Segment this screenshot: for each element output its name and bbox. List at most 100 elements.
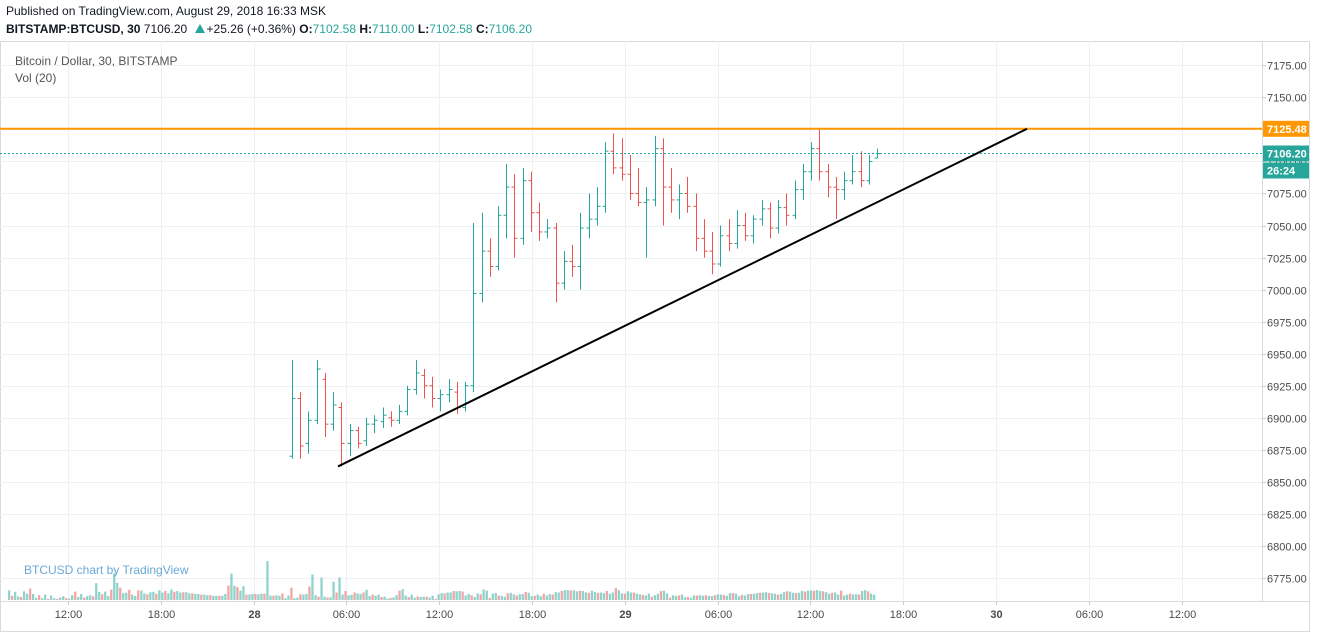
volume-bar (761, 592, 765, 600)
volume-bar (248, 594, 251, 600)
volume-bar (617, 590, 620, 600)
volume-bar (837, 594, 840, 600)
volume-bar (632, 592, 635, 600)
ohlc-bar (569, 244, 576, 277)
volume-bar (443, 593, 446, 600)
volume-bar (368, 596, 371, 600)
ohlc-bar (479, 212, 486, 303)
volume-bar (587, 592, 590, 600)
ohlc-bar (338, 402, 345, 467)
pane-title: Bitcoin / Dollar, 30, BITSTAMP (15, 54, 178, 68)
ohlc-bar (709, 231, 716, 275)
volume-bar (413, 597, 416, 600)
last-price-text: 7106.20 (143, 22, 188, 36)
volume-bar (53, 598, 56, 600)
close-value: 7106.20 (488, 22, 532, 36)
volume-bar (245, 594, 248, 600)
volume-bar (596, 592, 599, 600)
volume-bar (266, 561, 269, 600)
volume-bar (692, 595, 696, 600)
volume-bar (797, 592, 801, 600)
volume-bar (840, 590, 843, 600)
volume-bar (605, 591, 608, 600)
volume-bar (215, 595, 218, 600)
price-tick-label: 6825.00 (1267, 510, 1307, 522)
volume-bar (518, 594, 521, 600)
time-axis[interactable]: 12:00 18:00 28 06:00 12:00 18:00 29 06:00 12:00 1… (55, 601, 1197, 621)
volume-bar (167, 593, 170, 601)
price-chart[interactable]: 6775.00 6800.00 6825.00 6850.00 6875.00 6900.… (0, 41, 1318, 632)
volume-bar (200, 594, 203, 600)
volume-bar (176, 591, 179, 600)
time-tick-label: 18:00 (519, 609, 547, 621)
volume-bar (704, 595, 708, 600)
volume-bar (770, 593, 774, 600)
volume-bar (755, 593, 759, 600)
ohlc-bar (849, 155, 856, 185)
volume-bar (29, 588, 32, 600)
trend-line[interactable] (337, 127, 1028, 468)
volume-bar (152, 591, 155, 601)
ohlc-bar (322, 372, 329, 437)
volume-bar (218, 595, 221, 600)
volume-bar (419, 597, 422, 600)
volume-bar (125, 592, 128, 600)
resistance-price-label: 7125.48 (1267, 124, 1307, 136)
ohlc-bar (388, 411, 395, 427)
volume-bar (867, 591, 870, 600)
time-tick-label: 29 (619, 609, 631, 621)
ohlc-bar (289, 360, 296, 459)
volume-bar (560, 591, 563, 600)
volume-bar (302, 594, 305, 600)
ohlc-bar (380, 407, 387, 429)
time-tick-label: 18:00 (890, 609, 918, 621)
volume-bar (410, 594, 413, 600)
symbol-name[interactable]: BITSTAMP:BTCUSD, 30 (6, 22, 141, 36)
volume-bar (239, 590, 242, 600)
volume-bar (644, 595, 647, 600)
ohlc-bar (528, 171, 535, 232)
volume-bar (227, 585, 230, 600)
volume-bar (491, 593, 494, 600)
volume-bar (32, 594, 35, 600)
ohlc-bar (783, 193, 790, 226)
volume-bar (512, 594, 515, 600)
volume-bar (437, 594, 440, 600)
volume-bar (716, 594, 720, 600)
volume-bar (689, 597, 693, 600)
volume-bar (251, 594, 254, 600)
volume-bar (185, 592, 188, 600)
volume-bar (719, 594, 723, 600)
ohlc-bar (693, 193, 700, 252)
ohlc-bar (627, 155, 634, 200)
volume-bar (311, 574, 314, 600)
low-value: 7102.58 (429, 22, 473, 36)
volume-bar (548, 594, 551, 600)
volume-bar (59, 597, 62, 600)
volume-bar (206, 595, 209, 600)
ohlc-bar (297, 392, 304, 459)
volume-bar (14, 591, 17, 601)
ohlc-bar (495, 206, 502, 271)
volume-bar (359, 594, 362, 600)
volume-bar (834, 592, 837, 600)
volume-bar (584, 592, 587, 600)
volume-bar (86, 596, 89, 600)
ohlc-bar (404, 385, 411, 416)
volume-bar (497, 595, 500, 600)
volume-bar (263, 593, 266, 600)
volume-bar (35, 597, 38, 600)
volume-bar (731, 593, 735, 600)
price-tick-label: 7075.00 (1267, 189, 1307, 201)
volume-bar (203, 594, 206, 600)
volume-bar (581, 591, 584, 600)
volume-bar (383, 596, 386, 600)
volume-bar (89, 595, 92, 600)
volume-bar (614, 588, 617, 600)
volume-bar (821, 591, 825, 600)
volume-bar (281, 593, 284, 600)
volume-bar (563, 590, 566, 600)
ohlc-bar (586, 193, 593, 239)
volume-bar (662, 590, 666, 600)
volume-bar (749, 594, 753, 600)
